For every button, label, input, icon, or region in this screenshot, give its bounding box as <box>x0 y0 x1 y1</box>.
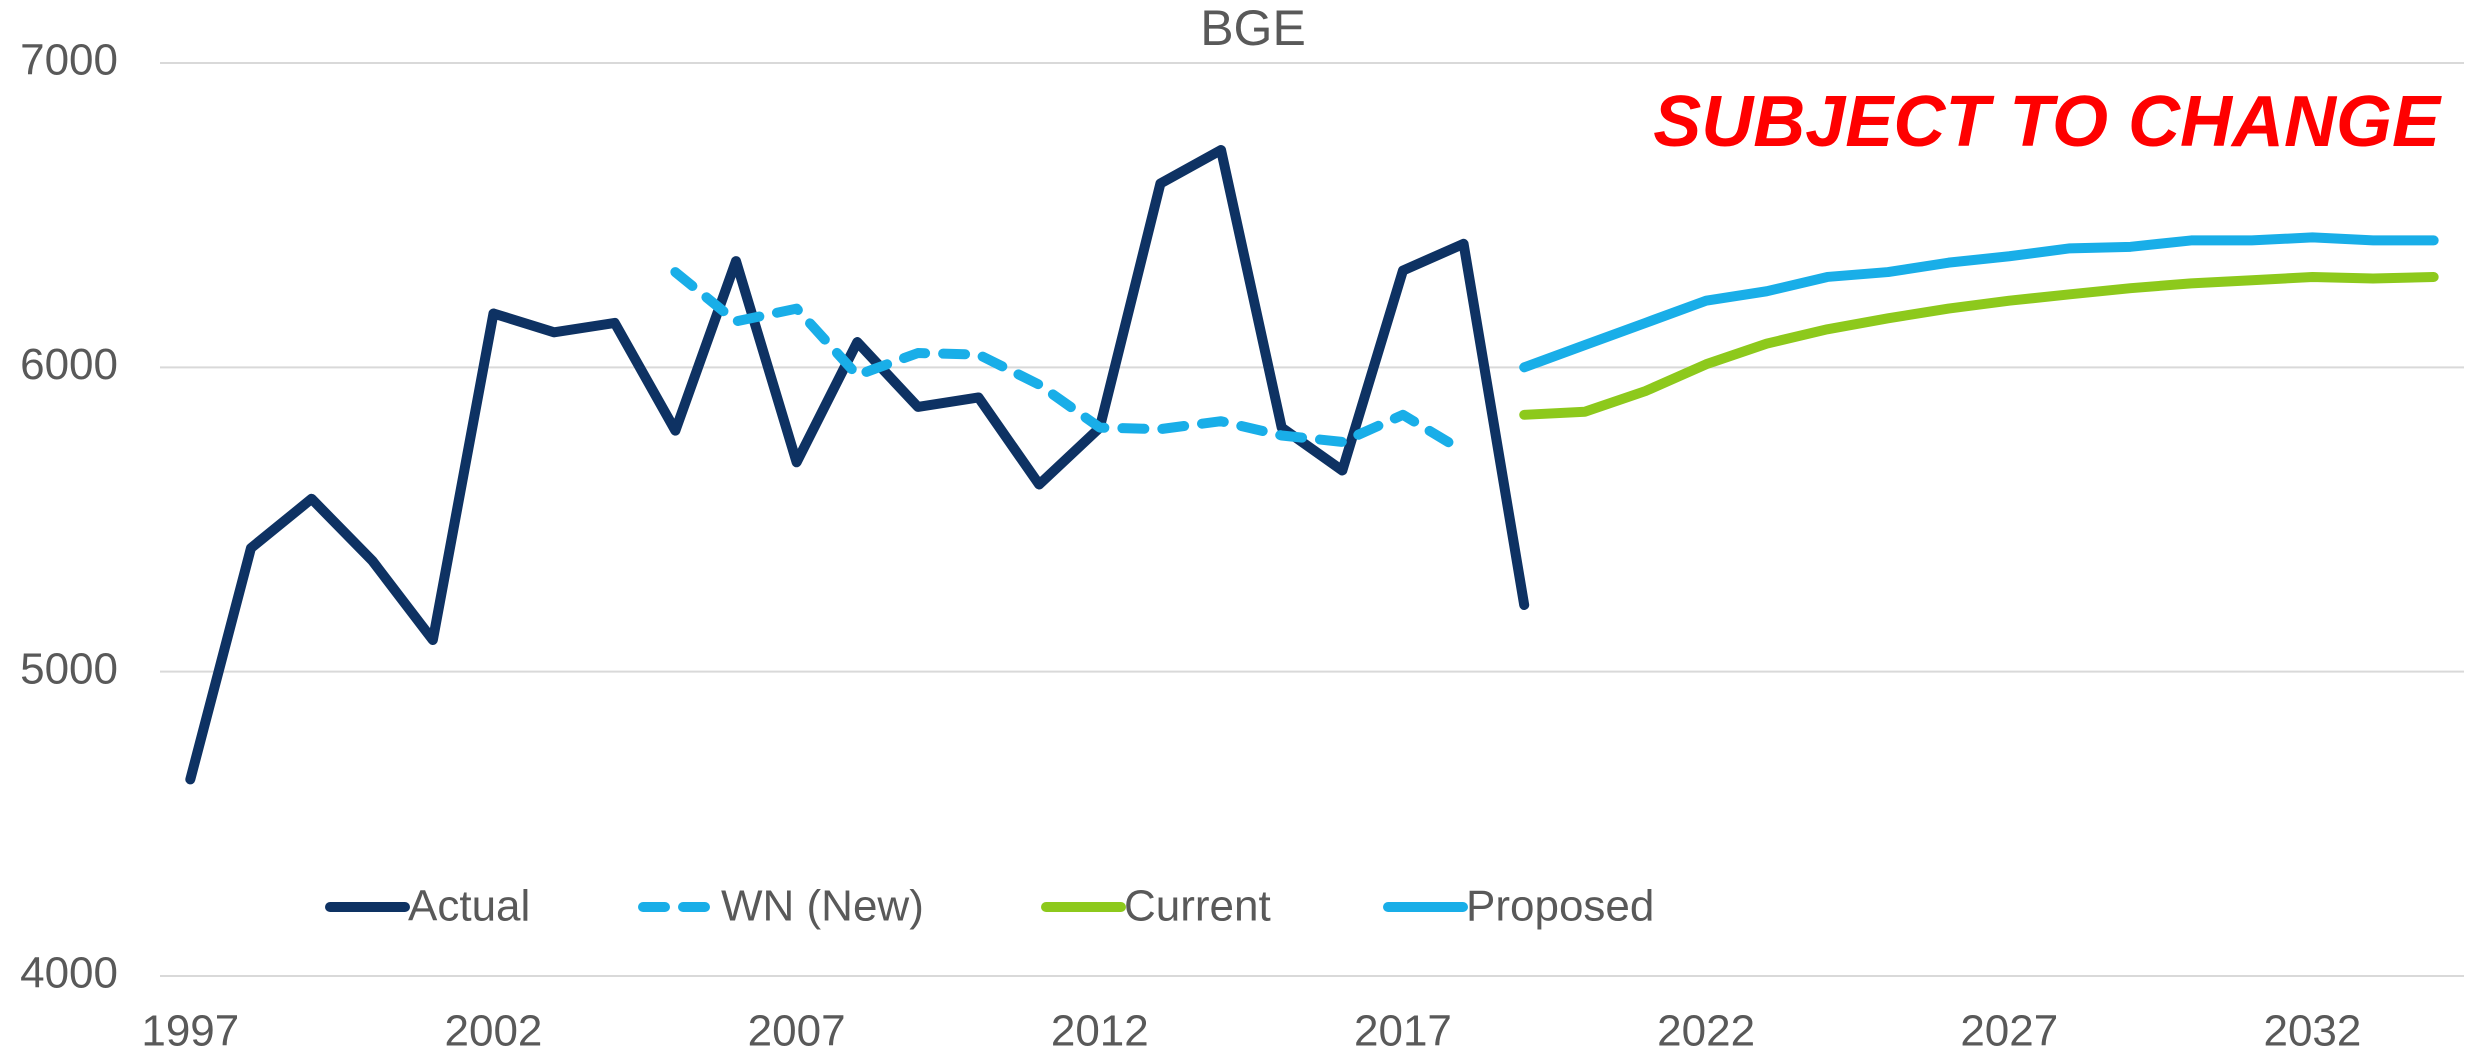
x-tick-label: 1997 <box>141 1007 239 1056</box>
y-tick-label: 5000 <box>20 644 118 693</box>
x-tick-label: 2002 <box>445 1007 543 1056</box>
y-tick-label: 7000 <box>20 36 118 85</box>
annotation: SUBJECT TO CHANGE <box>1653 82 2442 162</box>
legend-label: Proposed <box>1466 882 1654 931</box>
x-tick-label: 2012 <box>1051 1007 1149 1056</box>
x-tick-label: 2022 <box>1657 1007 1755 1056</box>
x-tick-label: 2017 <box>1354 1007 1452 1056</box>
chart: BGE SUBJECT TO CHANGE 4000 5000 6000 7000 19… <box>0 0 2484 1059</box>
legend-label: WN (New) <box>721 882 924 931</box>
series-line <box>190 150 1524 779</box>
x-tick-label: 2007 <box>748 1007 846 1056</box>
legend-label: Current <box>1124 882 1271 931</box>
x-tick-label: 2032 <box>2263 1007 2361 1056</box>
y-tick-label: 4000 <box>20 949 118 998</box>
series-line <box>675 272 1463 451</box>
y-tick-label: 6000 <box>20 340 118 389</box>
legend-label: Actual <box>408 882 530 931</box>
x-tick-label: 2027 <box>1960 1007 2058 1056</box>
series-line <box>1524 277 2433 415</box>
chart-title: BGE <box>1200 0 1306 56</box>
